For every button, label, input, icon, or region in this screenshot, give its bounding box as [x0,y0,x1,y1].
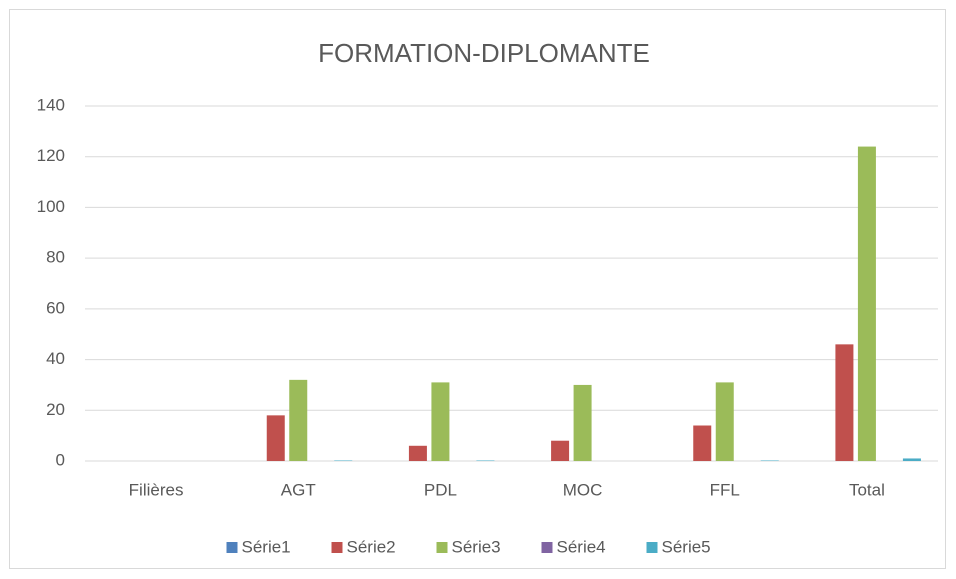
x-tick-label: AGT [281,480,316,499]
bar [857,146,876,462]
y-tick-label: 40 [46,349,65,368]
legend-swatch [226,542,238,553]
y-tick-label: 60 [46,298,65,317]
legend-swatch [436,542,448,553]
legend-label: Série1 [242,537,291,556]
bar [715,382,734,461]
y-tick-label: 140 [37,95,65,114]
x-tick-label: Filières [129,480,184,499]
y-tick-label: 20 [46,400,65,419]
legend-swatch [541,542,553,553]
legend-label: Série3 [452,537,501,556]
y-tick-label: 0 [56,450,65,469]
bar [289,379,308,461]
chart-title: FORMATION-DIPLOMANTE [318,38,650,68]
bar [266,415,285,461]
bar [693,425,712,461]
bar [431,382,450,461]
x-tick-label: Total [849,480,885,499]
bar [476,460,495,461]
bar [573,384,592,461]
bar [835,344,854,461]
bar [334,460,353,461]
bar [760,460,779,461]
x-tick-label: PDL [424,480,457,499]
y-tick-label: 120 [37,146,65,165]
bar [408,445,427,461]
legend-label: Série5 [662,537,711,556]
bar [551,440,570,461]
legend-label: Série4 [557,537,606,556]
x-tick-label: FFL [710,480,740,499]
legend-swatch [331,542,343,553]
legend-swatch [646,542,658,553]
chart-frame [9,9,946,569]
y-tick-label: 80 [46,248,65,267]
bar [902,458,921,461]
x-tick-label: MOC [563,480,603,499]
y-tick-label: 100 [37,197,65,216]
legend-label: Série2 [347,537,396,556]
